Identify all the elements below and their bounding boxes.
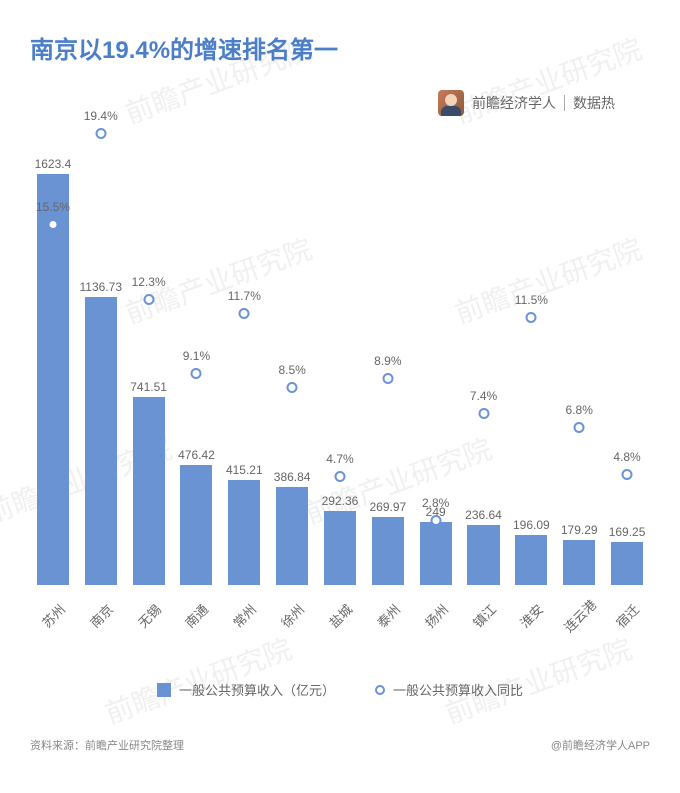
x-axis-label: 扬州 [420,600,452,632]
scatter-marker [95,128,106,139]
chart-column: 1136.73南京19.4% [78,280,124,585]
bar [180,465,212,586]
bar [324,511,356,585]
chart-column: 249扬州2.8% [413,505,459,585]
scatter-marker [574,422,585,433]
bar [611,542,643,585]
scatter-marker [334,471,345,482]
bar-value-label: 1136.73 [80,280,123,294]
bar-value-label: 236.64 [465,508,502,522]
scatter-value-label: 19.4% [84,109,118,123]
scatter-value-label: 7.4% [470,389,497,403]
legend-scatter: 一般公共预算收入同比 [375,680,523,699]
x-axis-label: 连云港 [559,595,600,636]
x-axis-label: 常州 [228,600,260,632]
x-axis-label: 淮安 [515,600,547,632]
scatter-value-label: 11.7% [228,289,261,303]
scatter-value-label: 9.1% [183,349,210,363]
chart-column: 196.09淮安11.5% [508,518,554,585]
chart-column: 236.64镇江7.4% [461,508,507,585]
scatter-marker [478,408,489,419]
bar [563,540,595,585]
chart-column: 292.36盐城4.7% [317,494,363,585]
chart-area: 1623.4苏州15.5%1136.73南京19.4%741.51无锡12.3%… [30,95,650,655]
bar-value-label: 386.84 [274,470,311,484]
chart-column: 476.42南通9.1% [174,448,220,586]
scatter-value-label: 4.8% [613,450,640,464]
legend-bar-label: 一般公共预算收入（亿元） [179,680,335,699]
x-axis-label: 南通 [181,600,213,632]
scatter-marker [287,382,298,393]
legend: 一般公共预算收入（亿元） 一般公共预算收入同比 [30,680,650,699]
bar [133,397,165,585]
scatter-marker [47,219,58,230]
circle-icon [375,685,385,695]
x-axis-label: 徐州 [276,600,308,632]
square-icon [157,683,171,697]
scatter-marker [239,308,250,319]
scatter-marker [622,469,633,480]
bar [228,480,260,585]
bar [515,535,547,585]
legend-bar: 一般公共预算收入（亿元） [157,680,335,699]
x-axis-label: 泰州 [372,600,404,632]
bar [467,525,499,585]
x-axis-label: 盐城 [324,600,356,632]
chart-column: 269.97泰州8.9% [365,500,411,585]
bar [85,297,117,585]
bar [420,522,452,585]
chart-column: 386.84徐州8.5% [269,470,315,585]
bar-value-label: 476.42 [178,448,215,462]
scatter-value-label: 12.3% [132,275,166,289]
bar-value-label: 741.51 [130,380,167,394]
bar-value-label: 169.25 [609,525,646,539]
scatter-value-label: 4.7% [326,452,353,466]
bar-value-label: 415.21 [226,463,263,477]
footer-app: @前瞻经济学人APP [551,737,650,753]
x-axis-label: 镇江 [468,600,500,632]
chart-column: 169.25宿迁4.8% [604,525,650,585]
chart-title: 南京以19.4%的增速排名第一 [30,30,650,65]
bar [37,174,69,585]
bar-value-label: 292.36 [322,494,359,508]
scatter-value-label: 11.5% [515,293,548,307]
scatter-value-label: 6.8% [566,403,593,417]
scatter-marker [382,373,393,384]
footer-source: 资料来源：前瞻产业研究院整理 [30,737,184,753]
bar [276,487,308,585]
x-axis-label: 苏州 [37,600,69,632]
chart-column: 741.51无锡12.3% [126,380,172,585]
chart-column: 179.29连云港6.8% [556,523,602,585]
bar-value-label: 179.29 [561,523,598,537]
scatter-marker [143,294,154,305]
scatter-value-label: 2.8% [422,496,449,510]
x-axis-label: 南京 [85,600,117,632]
chart-column: 415.21常州11.7% [221,463,267,585]
scatter-marker [430,515,441,526]
bar-value-label: 1623.4 [35,157,72,171]
x-axis-label: 无锡 [133,600,165,632]
scatter-marker [526,312,537,323]
bar-value-label: 269.97 [369,500,406,514]
legend-scatter-label: 一般公共预算收入同比 [393,680,523,699]
scatter-marker [191,368,202,379]
bar-value-label: 196.09 [513,518,550,532]
x-axis-label: 宿迁 [611,600,643,632]
bar [372,517,404,585]
scatter-value-label: 8.9% [374,354,401,368]
scatter-value-label: 8.5% [278,363,305,377]
scatter-value-label: 15.5% [36,200,70,214]
chart-column: 1623.4苏州15.5% [30,157,76,585]
